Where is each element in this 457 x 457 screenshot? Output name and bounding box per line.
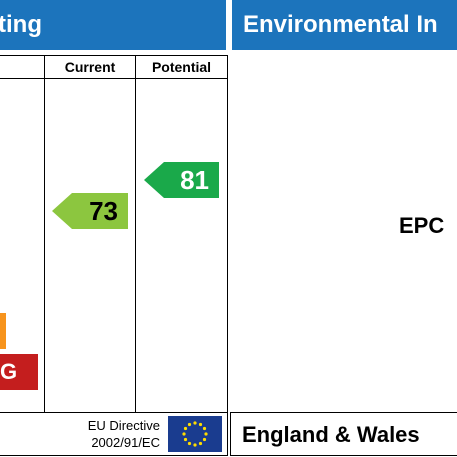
right-panel-footer-top bbox=[230, 412, 457, 413]
region-label: England & Wales bbox=[242, 422, 420, 447]
energy-rating-header: ting bbox=[0, 0, 226, 50]
right-panel-left-border bbox=[230, 412, 231, 456]
header-row-divider bbox=[0, 78, 228, 79]
table-right-border bbox=[227, 55, 228, 456]
potential-column-left-border bbox=[135, 55, 136, 413]
band-g-label: G bbox=[0, 359, 18, 384]
table-bottom-border bbox=[0, 455, 228, 456]
energy-rating-title: ting bbox=[0, 11, 42, 38]
environmental-impact-header: Environmental In bbox=[232, 0, 457, 50]
eu-flag-icon bbox=[168, 416, 222, 452]
table-top-border bbox=[0, 55, 228, 56]
environmental-impact-title: Environmental In bbox=[243, 11, 438, 38]
potential-rating-value: 81 bbox=[180, 165, 209, 195]
eu-directive-text: EU Directive 2002/91/EC bbox=[60, 417, 160, 451]
potential-rating-arrow: 81 bbox=[144, 162, 219, 198]
current-column-header: Current bbox=[64, 59, 116, 75]
eu-directive-line2: 2002/91/EC bbox=[91, 435, 160, 450]
current-rating-arrow: 73 bbox=[52, 193, 128, 229]
current-column-left-border bbox=[44, 55, 45, 413]
band-f-bar bbox=[0, 313, 6, 349]
epc-label: EPC bbox=[399, 213, 445, 238]
footer-row-divider bbox=[0, 412, 228, 413]
eu-directive-line1: EU Directive bbox=[87, 418, 160, 433]
right-panel-footer-bottom bbox=[230, 455, 457, 456]
potential-column-header: Potential bbox=[151, 59, 212, 75]
eu-stars-icon bbox=[182, 421, 208, 447]
band-g-bar: G bbox=[0, 354, 38, 390]
current-rating-value: 73 bbox=[89, 196, 118, 226]
